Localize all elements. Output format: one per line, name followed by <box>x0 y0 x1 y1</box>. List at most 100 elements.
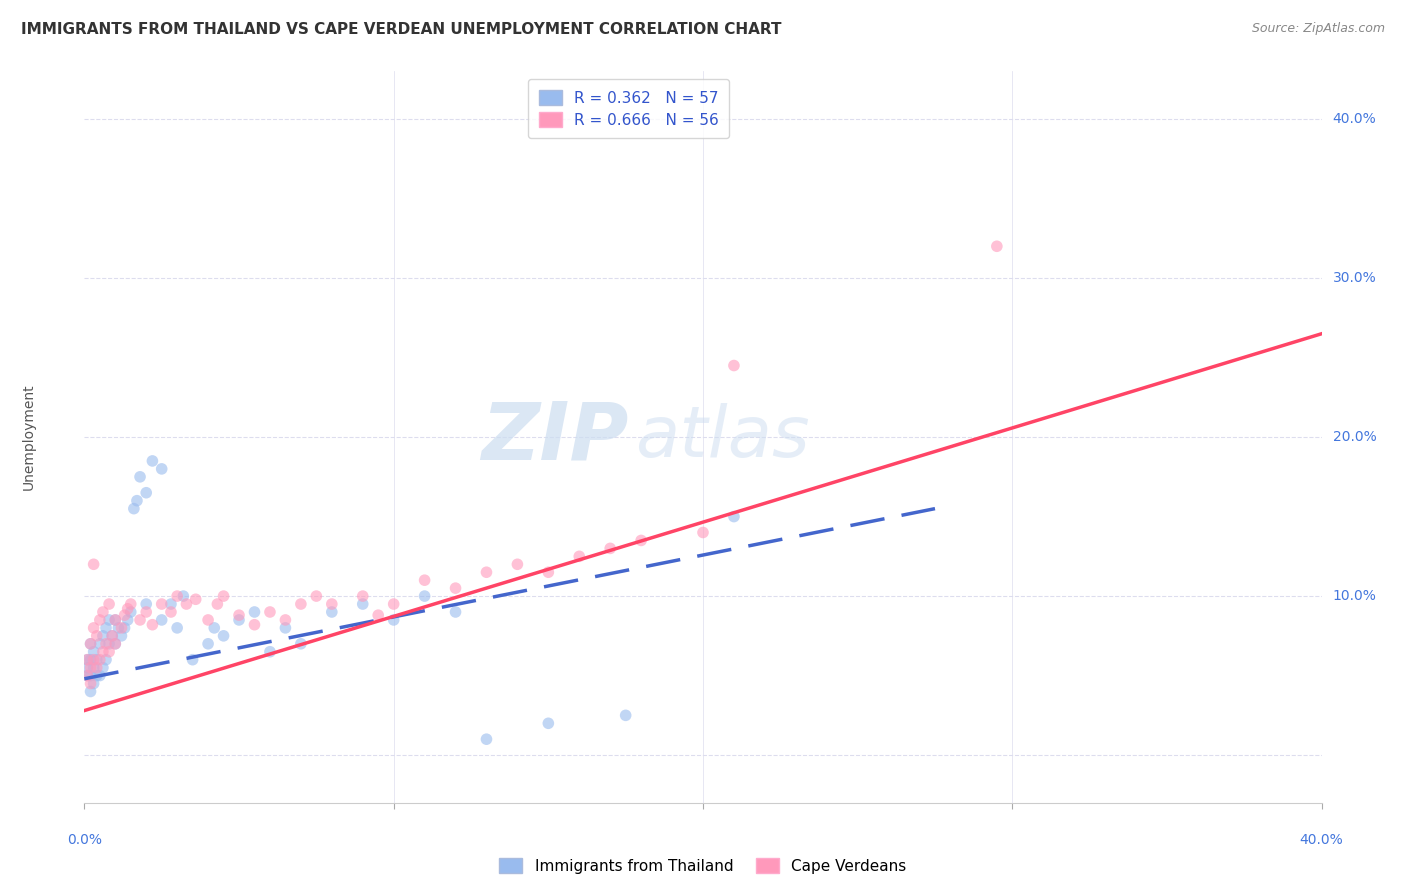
Point <box>125 493 148 508</box>
Point <box>692 525 714 540</box>
Point <box>76 653 98 667</box>
Point <box>107 621 129 635</box>
Point <box>76 653 98 667</box>
Point <box>120 597 142 611</box>
Point <box>321 597 343 611</box>
Point <box>135 485 157 500</box>
Point <box>89 668 111 682</box>
Point <box>91 605 114 619</box>
Point <box>86 629 108 643</box>
Point <box>382 597 405 611</box>
Point <box>537 716 560 731</box>
Point <box>259 605 281 619</box>
Point <box>184 592 207 607</box>
Point <box>76 668 98 682</box>
Point <box>94 653 117 667</box>
Legend: Immigrants from Thailand, Cape Verdeans: Immigrants from Thailand, Cape Verdeans <box>494 852 912 880</box>
Point <box>86 653 108 667</box>
Text: Source: ZipAtlas.com: Source: ZipAtlas.com <box>1251 22 1385 36</box>
Point <box>243 617 266 632</box>
Point <box>98 597 121 611</box>
Point <box>228 613 250 627</box>
Point <box>352 589 374 603</box>
Point <box>352 597 374 611</box>
Point <box>114 621 136 635</box>
Text: 20.0%: 20.0% <box>1333 430 1376 444</box>
Point <box>160 605 183 619</box>
Point <box>212 589 235 603</box>
Point <box>89 613 111 627</box>
Point <box>98 613 121 627</box>
Text: atlas: atlas <box>636 402 810 472</box>
Point <box>176 597 198 611</box>
Point <box>150 613 173 627</box>
Point <box>89 637 111 651</box>
Point <box>91 645 114 659</box>
Point <box>83 645 105 659</box>
Point <box>290 597 312 611</box>
Point <box>321 605 343 619</box>
Point <box>475 566 498 580</box>
Point <box>79 668 101 682</box>
Point <box>160 597 183 611</box>
Point <box>166 589 188 603</box>
Point <box>141 454 163 468</box>
Point <box>367 608 389 623</box>
Point <box>599 541 621 556</box>
Point <box>290 637 312 651</box>
Point <box>76 668 98 682</box>
Point <box>91 629 114 643</box>
Point <box>94 637 117 651</box>
Point <box>228 608 250 623</box>
Point <box>202 621 225 635</box>
Point <box>79 637 101 651</box>
Point <box>129 613 152 627</box>
Point <box>274 613 297 627</box>
Point <box>110 629 132 643</box>
Point <box>83 558 105 572</box>
Point <box>91 660 114 674</box>
Point <box>444 581 467 595</box>
Point <box>141 617 163 632</box>
Point <box>181 653 204 667</box>
Text: 30.0%: 30.0% <box>1333 271 1376 285</box>
Point <box>475 732 498 747</box>
Point <box>98 637 121 651</box>
Point <box>723 509 745 524</box>
Point <box>94 621 117 635</box>
Point <box>83 676 105 690</box>
Point <box>212 629 235 643</box>
Text: 40.0%: 40.0% <box>1333 112 1376 126</box>
Point <box>83 653 105 667</box>
Point <box>79 684 101 698</box>
Point <box>444 605 467 619</box>
Point <box>259 645 281 659</box>
Point <box>122 501 145 516</box>
Point <box>150 597 173 611</box>
Text: 40.0%: 40.0% <box>1299 833 1344 847</box>
Point <box>614 708 637 723</box>
Point <box>101 629 124 643</box>
Point <box>110 621 132 635</box>
Point <box>986 239 1008 253</box>
Point <box>114 608 136 623</box>
Point <box>79 653 101 667</box>
Point <box>83 621 105 635</box>
Point <box>197 637 219 651</box>
Point <box>83 660 105 674</box>
Point <box>382 613 405 627</box>
Point <box>104 613 127 627</box>
Point <box>568 549 591 564</box>
Point <box>630 533 652 548</box>
Point <box>79 660 101 674</box>
Point <box>135 597 157 611</box>
Text: 0.0%: 0.0% <box>67 833 101 847</box>
Point <box>120 605 142 619</box>
Point <box>129 470 152 484</box>
Point <box>76 660 98 674</box>
Point <box>537 566 560 580</box>
Point <box>723 359 745 373</box>
Point <box>117 613 139 627</box>
Point <box>86 660 108 674</box>
Point <box>243 605 266 619</box>
